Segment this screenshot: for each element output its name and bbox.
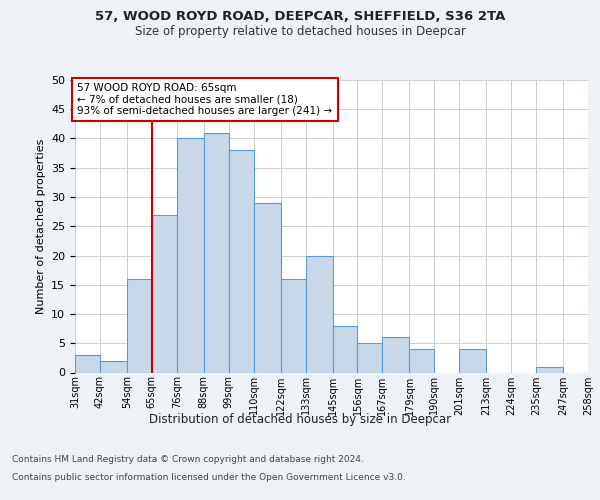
Bar <box>382 338 409 372</box>
Text: Distribution of detached houses by size in Deepcar: Distribution of detached houses by size … <box>149 412 451 426</box>
Bar <box>75 355 100 372</box>
Text: 57 WOOD ROYD ROAD: 65sqm
← 7% of detached houses are smaller (18)
93% of semi-de: 57 WOOD ROYD ROAD: 65sqm ← 7% of detache… <box>77 83 332 116</box>
Bar <box>358 343 382 372</box>
Text: Contains HM Land Registry data © Crown copyright and database right 2024.: Contains HM Land Registry data © Crown c… <box>12 455 364 464</box>
Bar <box>409 349 434 372</box>
Text: 57, WOOD ROYD ROAD, DEEPCAR, SHEFFIELD, S36 2TA: 57, WOOD ROYD ROAD, DEEPCAR, SHEFFIELD, … <box>95 10 505 23</box>
Bar <box>536 366 563 372</box>
Bar <box>281 279 305 372</box>
Bar <box>459 349 487 372</box>
Y-axis label: Number of detached properties: Number of detached properties <box>35 138 46 314</box>
Bar <box>229 150 254 372</box>
Text: Contains public sector information licensed under the Open Government Licence v3: Contains public sector information licen… <box>12 472 406 482</box>
Bar <box>127 279 152 372</box>
Bar <box>204 132 229 372</box>
Bar <box>332 326 358 372</box>
Bar <box>254 203 281 372</box>
Bar <box>176 138 204 372</box>
Bar <box>152 214 176 372</box>
Text: Size of property relative to detached houses in Deepcar: Size of property relative to detached ho… <box>134 25 466 38</box>
Bar <box>100 361 127 372</box>
Bar <box>305 256 332 372</box>
